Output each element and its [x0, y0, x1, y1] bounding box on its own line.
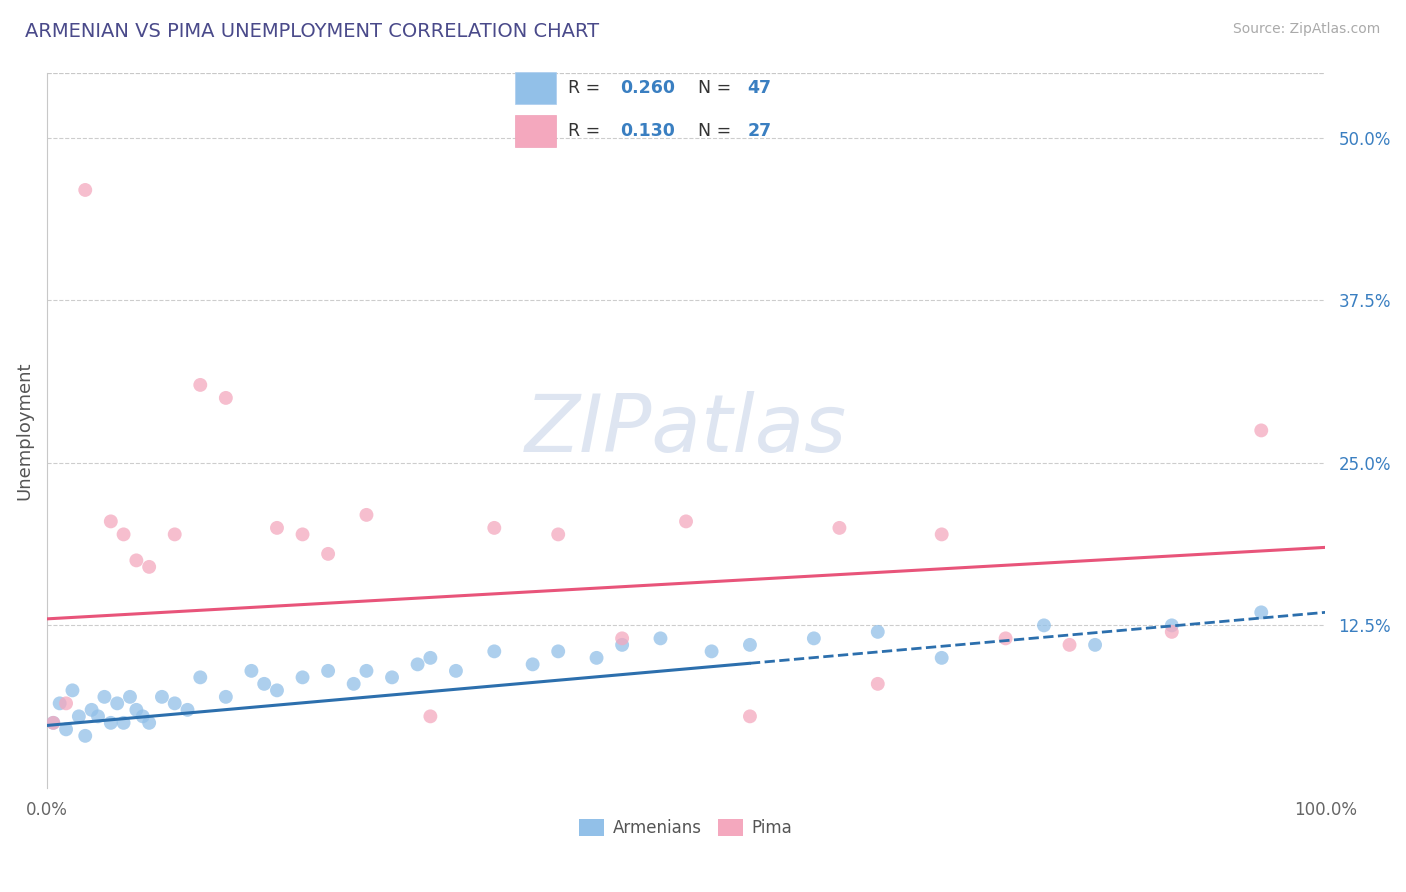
Point: [316, 664, 339, 678]
Point: [1033, 618, 1056, 632]
Point: [132, 709, 155, 723]
Legend: Armenians, Pima: Armenians, Pima: [572, 813, 799, 844]
Point: [484, 521, 506, 535]
Point: [381, 670, 404, 684]
Point: [75, 183, 97, 197]
Point: [444, 664, 467, 678]
Point: [55, 723, 77, 737]
Point: [610, 638, 633, 652]
Point: [240, 664, 263, 678]
Point: [1160, 618, 1182, 632]
Point: [215, 690, 238, 704]
Point: [105, 697, 128, 711]
Point: [266, 683, 288, 698]
Point: [48, 697, 70, 711]
Point: [75, 729, 97, 743]
Text: N =: N =: [697, 122, 737, 140]
Text: R =: R =: [568, 78, 606, 96]
Point: [118, 690, 141, 704]
Point: [67, 709, 90, 723]
Point: [700, 644, 723, 658]
Point: [291, 527, 314, 541]
Point: [163, 697, 186, 711]
Point: [42, 715, 65, 730]
Y-axis label: Unemployment: Unemployment: [15, 361, 32, 500]
Text: ZIPatlas: ZIPatlas: [524, 392, 846, 469]
Point: [112, 527, 135, 541]
Point: [112, 715, 135, 730]
Point: [1084, 638, 1107, 652]
Point: [253, 677, 276, 691]
Point: [100, 715, 122, 730]
Point: [176, 703, 198, 717]
Text: 27: 27: [748, 122, 772, 140]
Point: [87, 709, 110, 723]
Point: [125, 703, 148, 717]
Point: [1160, 624, 1182, 639]
Point: [419, 651, 441, 665]
Point: [994, 632, 1017, 646]
Point: [80, 703, 103, 717]
Point: [356, 664, 378, 678]
Point: [138, 715, 160, 730]
Point: [1250, 606, 1272, 620]
Text: 0.260: 0.260: [620, 78, 676, 96]
Point: [675, 515, 697, 529]
Point: [866, 624, 889, 639]
Point: [650, 632, 672, 646]
Point: [738, 709, 761, 723]
Point: [419, 709, 441, 723]
Point: [291, 670, 314, 684]
Point: [828, 521, 851, 535]
Point: [150, 690, 173, 704]
Point: [406, 657, 429, 672]
Point: [188, 378, 211, 392]
Point: [522, 657, 544, 672]
Point: [1250, 424, 1272, 438]
Text: R =: R =: [568, 122, 606, 140]
Point: [188, 670, 211, 684]
Point: [163, 527, 186, 541]
Point: [125, 553, 148, 567]
Text: Source: ZipAtlas.com: Source: ZipAtlas.com: [1233, 22, 1381, 37]
Text: 47: 47: [748, 78, 772, 96]
Point: [343, 677, 366, 691]
Point: [42, 715, 65, 730]
Point: [738, 638, 761, 652]
Point: [356, 508, 378, 522]
Point: [866, 677, 889, 691]
Point: [62, 683, 84, 698]
FancyBboxPatch shape: [516, 115, 555, 147]
Point: [100, 515, 122, 529]
Point: [931, 527, 953, 541]
Point: [1059, 638, 1081, 652]
Text: 0.130: 0.130: [620, 122, 675, 140]
Point: [931, 651, 953, 665]
Point: [266, 521, 288, 535]
Point: [316, 547, 339, 561]
Point: [55, 697, 77, 711]
Point: [547, 527, 569, 541]
Point: [547, 644, 569, 658]
Text: N =: N =: [697, 78, 737, 96]
Point: [484, 644, 506, 658]
Point: [610, 632, 633, 646]
Point: [585, 651, 607, 665]
Point: [803, 632, 825, 646]
Text: ARMENIAN VS PIMA UNEMPLOYMENT CORRELATION CHART: ARMENIAN VS PIMA UNEMPLOYMENT CORRELATIO…: [25, 22, 599, 41]
Point: [138, 560, 160, 574]
FancyBboxPatch shape: [516, 72, 555, 103]
Point: [215, 391, 238, 405]
Point: [93, 690, 115, 704]
